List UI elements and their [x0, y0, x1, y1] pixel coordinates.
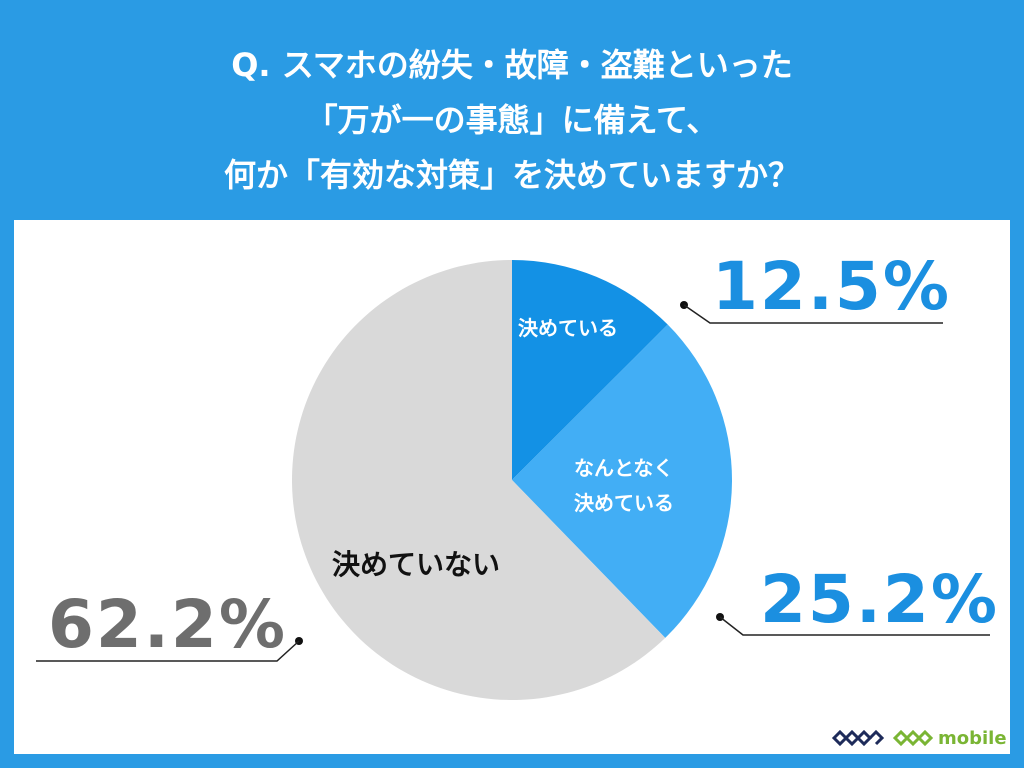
- slice-label-kimeteiru: 決めている: [518, 316, 618, 340]
- title-line-2: 「万が一の事態」に備えて、: [305, 101, 719, 139]
- geo-mobile-logo-text: mobile: [938, 728, 1007, 749]
- chart-title: Q. スマホの紛失・故障・盗難といった 「万が一の事態」に備えて、 何か「有効な…: [0, 38, 1024, 203]
- leader-line-1: [680, 301, 943, 324]
- geo-logo-icon: [831, 729, 885, 747]
- percent-kimeteinai: 62.2%: [48, 586, 287, 663]
- slice-label-kimeteinai: 決めていない: [332, 548, 501, 581]
- percent-kimeteiru: 12.5%: [712, 248, 951, 325]
- geo-mobile-logo-icon: [892, 729, 934, 747]
- leader-line-2: [716, 613, 990, 636]
- slice-nantonaku: [512, 324, 732, 638]
- slice-kimeteinai: [291, 260, 666, 700]
- title-line-3: 何か「有効な対策」を決めていますか？: [223, 156, 800, 194]
- slice-label-nantonaku-1: なんとなく: [574, 456, 674, 480]
- leader-line-3: [36, 637, 303, 662]
- slice-kimeteiru: [512, 260, 668, 480]
- percent-nantonaku: 25.2%: [760, 561, 999, 638]
- title-line-1: Q. スマホの紛失・故障・盗難といった: [231, 46, 793, 84]
- slice-label-nantonaku-2: 決めている: [574, 491, 674, 515]
